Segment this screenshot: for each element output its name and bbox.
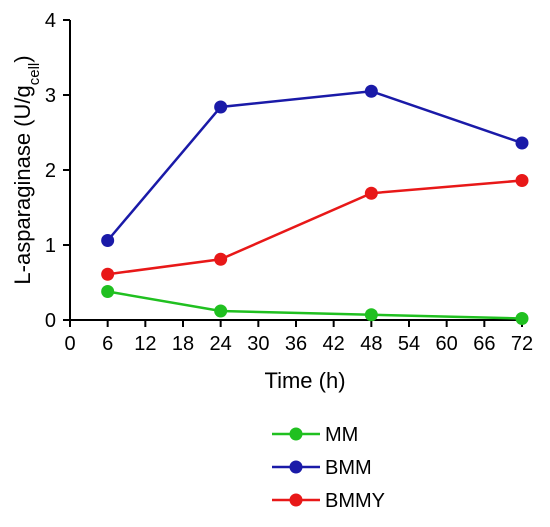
data-point-bmmy [515,174,529,187]
x-tick-label: 66 [473,333,495,355]
x-tick-label: 60 [436,333,458,355]
legend-label: BMMY [325,490,385,512]
legend-swatch-marker [289,493,303,507]
data-point-bmm [214,100,228,114]
x-tick-label: 42 [323,333,345,355]
series-line-mm [107,290,523,320]
y-axis-title: L-asparaginase (U/gcell) [10,55,43,284]
data-point-mm [101,285,115,298]
data-point-bmm [364,84,378,98]
data-point-bmm [101,234,115,247]
y-axis-ticks: 0 1 2 3 4 [45,10,70,332]
data-point-mm [364,308,378,322]
series-line-bmmy [107,179,523,276]
legend-swatch-marker [289,460,303,474]
y-tick-label: 2 [45,160,56,182]
x-tick-label: 36 [285,333,307,355]
series-mm [101,285,529,325]
series-bmmy [101,174,529,281]
data-point-bmmy [214,252,228,266]
series-line-bmm [106,89,523,242]
x-tick-label: 12 [134,333,156,355]
y-axis-title-suffix: ) [10,55,35,62]
x-axis-ticks: 0 6 12 18 24 30 36 42 48 54 60 66 72 [64,320,533,355]
series-bmm [101,84,529,247]
x-tick-label: 18 [172,333,194,355]
legend-item-bmm: BMM [272,457,372,479]
x-axis-title: Time (h) [264,368,345,393]
y-tick-label: 3 [45,85,56,107]
legend: MM BMM BMMY [272,424,385,512]
x-tick-label: 72 [511,333,533,355]
data-point-bmmy [364,186,378,200]
legend-item-mm: MM [272,424,358,446]
x-tick-label: 6 [102,333,113,355]
x-tick-label: 24 [210,333,232,355]
axes [69,20,522,321]
y-tick-label: 1 [45,235,56,257]
legend-swatch-marker [289,427,303,441]
series-layer [101,84,529,325]
y-tick-label: 4 [45,10,56,32]
x-tick-label: 54 [398,333,420,355]
legend-item-bmmy: BMMY [272,490,385,512]
x-tick-label: 0 [64,333,75,355]
data-point-bmmy [101,267,115,281]
y-axis-title-base: L-asparaginase (U/g [10,85,35,284]
legend-label: MM [325,424,358,446]
y-tick-label: 0 [45,310,56,332]
data-point-mm [515,312,529,325]
y-axis-title-subscript: cell [26,63,43,86]
legend-label: BMM [325,457,372,479]
x-tick-label: 48 [360,333,382,355]
x-tick-label: 30 [247,333,269,355]
data-point-bmm [515,136,529,150]
data-point-mm [214,304,228,318]
